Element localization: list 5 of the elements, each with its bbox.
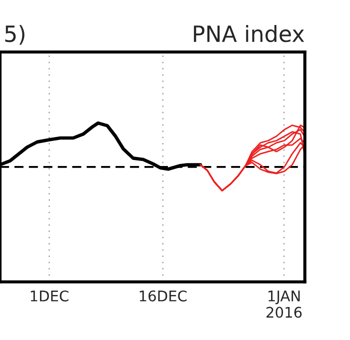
x-tick-label: 1JAN 2016 bbox=[266, 290, 302, 318]
x-tick-label: 1DEC bbox=[30, 290, 68, 302]
x-tick-label: 16DEC bbox=[140, 290, 187, 302]
chart-title: PNA index bbox=[194, 24, 304, 42]
text: 5) bbox=[5, 24, 24, 45]
